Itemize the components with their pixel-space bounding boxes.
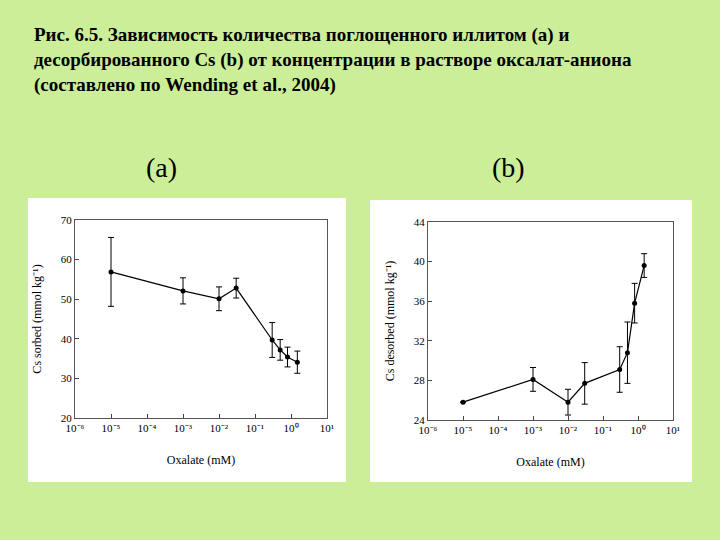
svg-text:10¹: 10¹ — [666, 424, 680, 436]
svg-text:50: 50 — [61, 293, 73, 305]
svg-text:40: 40 — [414, 255, 426, 267]
html-text:Рис. 6.5. Зависимость количест: Рис. 6.5. Зависимость количества поглоще… — [34, 24, 632, 95]
svg-text:10⁻⁴: 10⁻⁴ — [489, 424, 508, 436]
svg-text:30: 30 — [61, 372, 73, 384]
svg-text:10⁻¹: 10⁻¹ — [594, 424, 612, 436]
svg-text:44: 44 — [414, 216, 426, 228]
svg-text:10⁰: 10⁰ — [284, 422, 299, 434]
svg-text:10⁻³: 10⁻³ — [174, 422, 193, 434]
svg-text:Cs desorbed (mmol kg⁻¹): Cs desorbed (mmol kg⁻¹) — [383, 261, 397, 382]
svg-text:10⁻¹: 10⁻¹ — [246, 422, 264, 434]
svg-text:28: 28 — [414, 374, 426, 386]
svg-text:70: 70 — [61, 214, 73, 226]
svg-text:10⁰: 10⁰ — [631, 424, 646, 436]
svg-text:20: 20 — [61, 412, 73, 424]
html-text:(b): (b) — [492, 152, 525, 183]
svg-text:10⁻²: 10⁻² — [210, 422, 229, 434]
svg-text:10⁻⁵: 10⁻⁵ — [102, 422, 121, 434]
svg-text:32: 32 — [414, 335, 425, 347]
svg-text:10⁻⁵: 10⁻⁵ — [454, 424, 473, 436]
svg-text:36: 36 — [414, 295, 426, 307]
html-text:(a): (a) — [146, 152, 178, 183]
svg-text:10⁻³: 10⁻³ — [524, 424, 543, 436]
svg-text:10⁻⁶: 10⁻⁶ — [419, 424, 438, 436]
svg-text:24: 24 — [414, 414, 426, 426]
svg-text:40: 40 — [61, 333, 73, 345]
svg-text:10⁻⁶: 10⁻⁶ — [66, 422, 85, 434]
svg-text:60: 60 — [61, 253, 73, 265]
svg-text:Cs sorbed (mmol kg⁻¹): Cs sorbed (mmol kg⁻¹) — [30, 264, 44, 373]
svg-text:10⁻⁴: 10⁻⁴ — [138, 422, 157, 434]
svg-text:10⁻²: 10⁻² — [559, 424, 578, 436]
svg-text:Oxalate (mM): Oxalate (mM) — [167, 453, 235, 467]
svg-text:Oxalate (mM): Oxalate (mM) — [516, 455, 584, 469]
svg-text:10¹: 10¹ — [320, 422, 334, 434]
